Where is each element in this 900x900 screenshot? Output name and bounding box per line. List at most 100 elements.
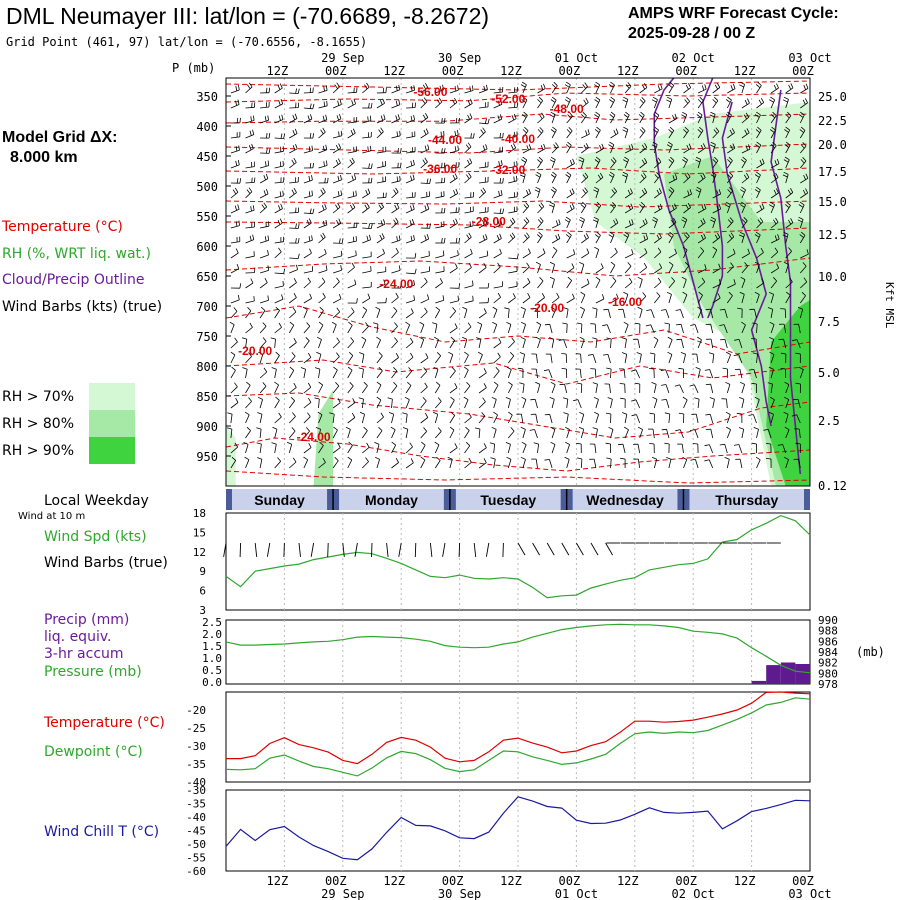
- wind-barb-feather: [311, 175, 313, 181]
- wind-barb-feather: [470, 98, 473, 104]
- wind-barb: [274, 87, 283, 94]
- wind-barb: [595, 189, 600, 199]
- wind-barb-feather: [441, 118, 443, 124]
- wind-barb: [537, 220, 544, 229]
- wind-barb: [534, 429, 538, 439]
- wind-barb-feather: [752, 352, 758, 355]
- wind-barb-feather: [759, 204, 763, 210]
- wind-barb-feather: [248, 352, 252, 357]
- wind-barb-feather: [674, 248, 677, 254]
- wind-barb-feather: [468, 262, 472, 268]
- wind-barb: [756, 144, 762, 154]
- temperature-label: Temperature (°C): [43, 715, 165, 731]
- wind-barb-feather: [755, 231, 761, 236]
- wind-barb: [697, 268, 707, 274]
- wind-barb-feather: [303, 456, 308, 461]
- wind-barb-feather: [497, 220, 500, 226]
- wind-barb-feather: [785, 126, 790, 131]
- wind-barb-feather: [802, 142, 807, 147]
- wind-barb-feather: [429, 223, 431, 229]
- wind-barb-feather: [348, 321, 353, 326]
- wind-barb-feather: [427, 144, 430, 150]
- wind-barb-feather: [757, 126, 762, 131]
- wind-barb-feather: [783, 231, 789, 235]
- wind-barb-feather: [268, 133, 271, 139]
- temperature-contour: [225, 470, 811, 484]
- wind-barb: [756, 207, 765, 214]
- wind-barb-feather: [639, 129, 644, 134]
- wind-barb-feather: [790, 83, 794, 88]
- wind-barb-feather: [500, 160, 503, 166]
- wind-barb-feather: [552, 186, 557, 191]
- wind-barb-feather: [773, 277, 777, 282]
- wind-barb: [289, 92, 299, 94]
- wind-barb: [259, 282, 268, 289]
- wind-barb-feather: [435, 381, 441, 386]
- wind-barb: [566, 174, 572, 184]
- wind-barb: [551, 146, 559, 154]
- wind-barb-feather: [243, 441, 249, 445]
- pressure-tick: 450: [196, 150, 218, 164]
- wind-barb-feather: [309, 103, 312, 109]
- wind-barb-feather: [231, 456, 236, 461]
- wind-barb-feather: [536, 321, 542, 325]
- bottom-date-label: 01 Oct: [555, 887, 598, 900]
- wind-barb-feather: [605, 442, 611, 445]
- wind-barb: [756, 323, 758, 334]
- top-hour-label: 00Z: [325, 64, 347, 78]
- wind-barb-feather: [367, 293, 371, 299]
- wind-barb-feather: [457, 85, 459, 91]
- wind-barb-feather: [267, 265, 270, 271]
- wind-barb: [362, 150, 372, 154]
- wind-barb: [318, 445, 324, 454]
- wind-barb-feather: [550, 189, 556, 193]
- wind-barb: [697, 177, 706, 184]
- wind-barb: [654, 281, 662, 289]
- wind-barb-feather: [583, 99, 587, 105]
- wind-barb-feather: [668, 189, 673, 194]
- pressure-tick: 900: [196, 420, 218, 434]
- wind-barb: [770, 177, 779, 184]
- wind-barb: [551, 429, 556, 439]
- wind-barb-feather: [502, 208, 505, 214]
- wind-barb-feather: [608, 144, 614, 148]
- top-hour-label: 12Z: [383, 64, 405, 78]
- wind-barb-feather: [335, 204, 339, 210]
- wind-barb-feather: [565, 234, 571, 238]
- wind-barb-feather: [321, 277, 326, 283]
- wind-barb: [726, 429, 731, 439]
- wind-barb: [347, 227, 357, 229]
- wind-barb-feather: [395, 187, 399, 193]
- wind-barb-feather: [592, 337, 598, 340]
- wind-barb-feather: [579, 411, 584, 415]
- wind-barb: [712, 268, 721, 274]
- wind-barb: [712, 193, 721, 199]
- wind-barb: [332, 429, 338, 439]
- wind-barb-feather: [756, 171, 761, 176]
- wind-barb-feather: [487, 297, 489, 303]
- wind-barb: [274, 416, 282, 424]
- wind-barb: [230, 89, 240, 94]
- wind-barb: [595, 309, 598, 319]
- wind-barb: [639, 205, 646, 214]
- wind-barb: [785, 264, 789, 274]
- wind-barb: [551, 339, 555, 349]
- wind-barb-feather: [652, 396, 658, 400]
- wind-barb: [245, 310, 252, 319]
- wind-barb-feather: [412, 204, 415, 210]
- wind-barb: [259, 429, 262, 439]
- wind-barb-feather: [594, 159, 600, 163]
- weekday-cell-inner: [689, 489, 804, 510]
- wind-barb: [332, 147, 341, 154]
- wind-barb: [537, 206, 545, 214]
- wind-barb: [479, 166, 489, 169]
- wind-barb-feather: [785, 141, 791, 146]
- top-hour-labels: 12Z 00Z 12Z 00Z 12Z 00Z 12Z 00Z 12Z 00Z: [267, 64, 814, 78]
- wind-barb-feather: [596, 201, 602, 206]
- pressure-unit-label: (mb): [856, 645, 885, 659]
- pressure-tick: 700: [196, 300, 218, 314]
- wind-barb: [595, 429, 598, 439]
- wind-barb-feather: [682, 246, 688, 251]
- wind-barb-feather: [661, 399, 667, 401]
- wind-barb-feather: [608, 84, 614, 88]
